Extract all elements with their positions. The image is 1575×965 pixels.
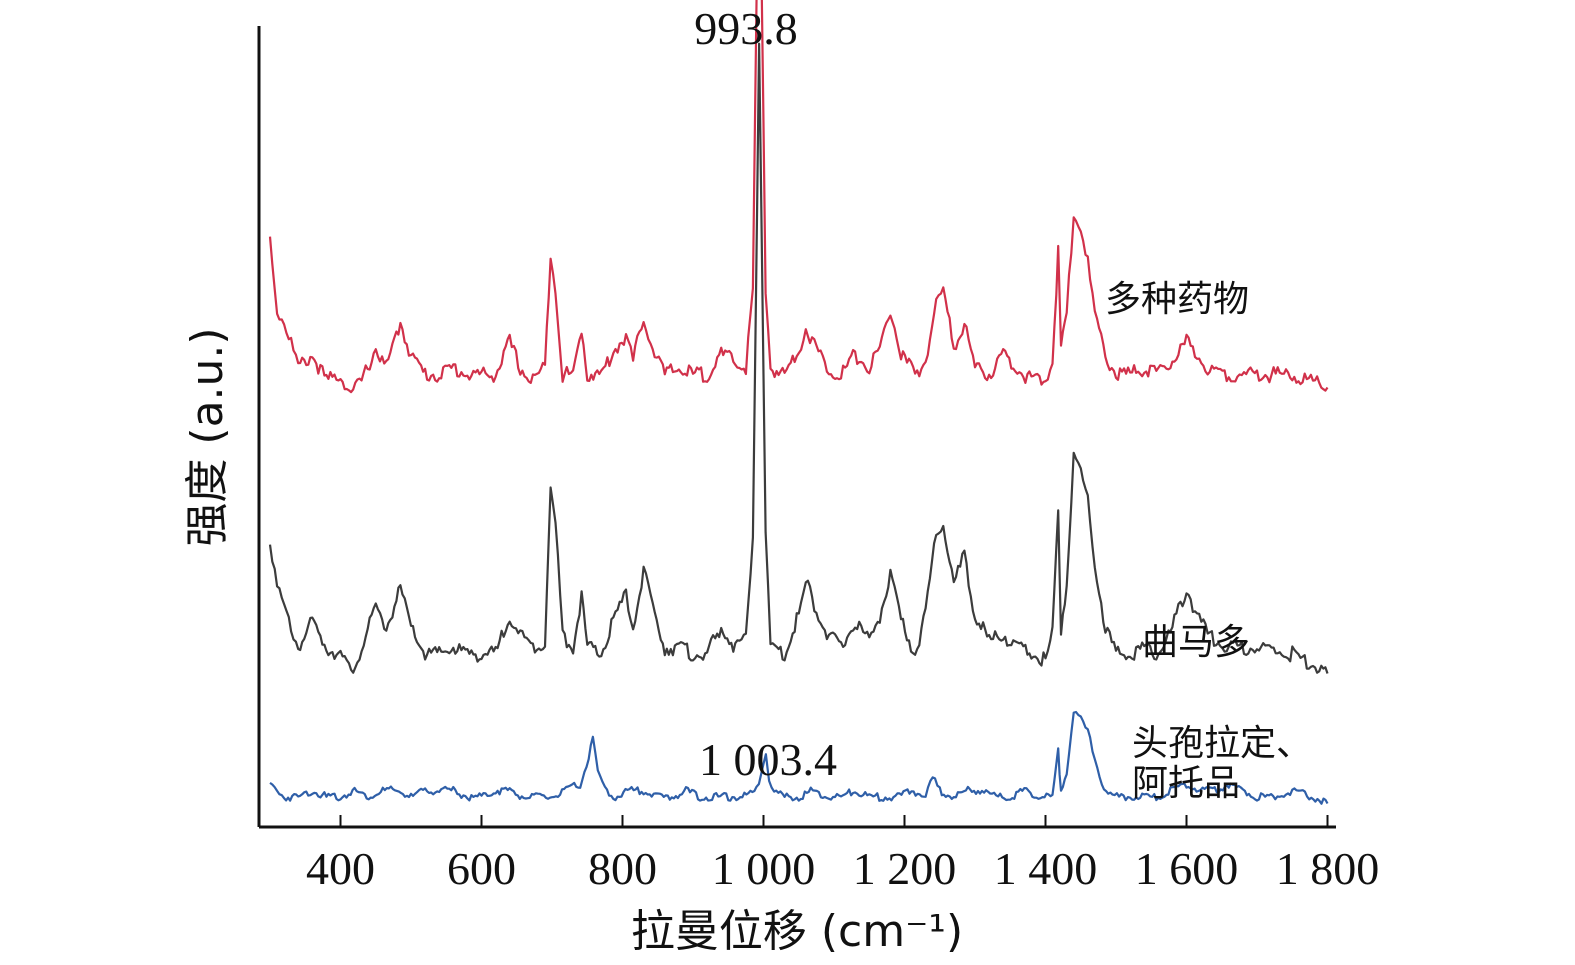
- series-layer: [268, 0, 1329, 805]
- x-tick-label: 600: [447, 843, 516, 894]
- x-ticks: 400 600 800 1 000 1 200 1 400 1 600 1 800: [306, 815, 1379, 894]
- peak-annotation: 993.8: [694, 3, 798, 54]
- peak-annotation: 1 003.4: [699, 734, 837, 785]
- peak-annotations: 993.8 1 003.4: [694, 3, 837, 785]
- x-tick-label: 1 200: [853, 843, 957, 894]
- x-tick-label: 1 000: [712, 843, 816, 894]
- x-tick-label: 1 600: [1135, 843, 1239, 894]
- x-tick-label: 1 800: [1276, 843, 1380, 894]
- x-tick-label: 400: [306, 843, 375, 894]
- series-label: 头孢拉定、: [1132, 723, 1312, 764]
- series-line: [268, 0, 1329, 394]
- x-tick-label: 800: [588, 843, 657, 894]
- series-label: 曲马多: [1142, 622, 1250, 663]
- x-tick-label: 1 400: [994, 843, 1098, 894]
- series-label: 阿托品: [1132, 763, 1240, 804]
- series-label: 多种药物: [1105, 279, 1249, 320]
- y-axis-title: 强度 (a.u.): [182, 327, 233, 546]
- series-line: [268, 42, 1329, 674]
- series-line: [269, 710, 1329, 805]
- x-axis-title: 拉曼位移 (cm⁻¹): [631, 906, 963, 957]
- axes: [257, 26, 1336, 829]
